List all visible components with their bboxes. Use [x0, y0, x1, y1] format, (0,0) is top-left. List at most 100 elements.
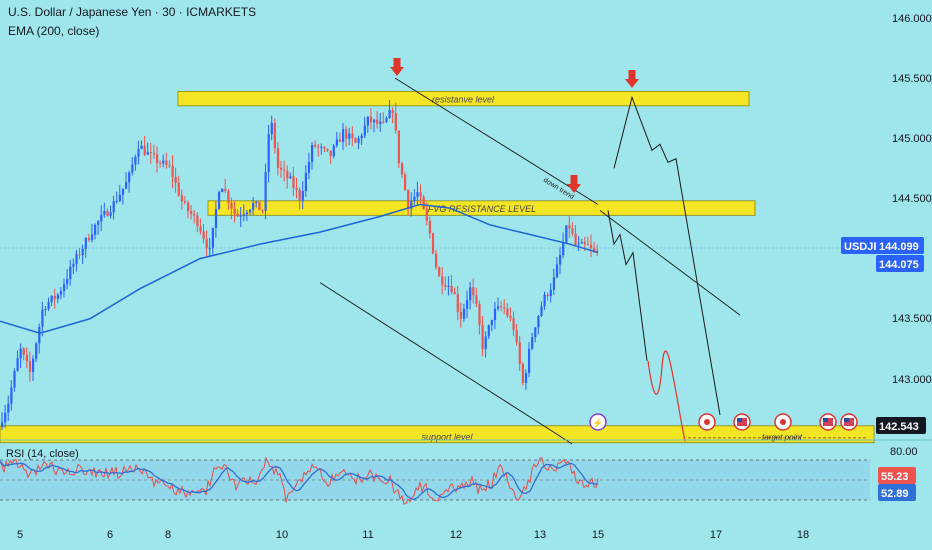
candle — [311, 144, 314, 162]
candle — [90, 234, 94, 241]
candle — [286, 170, 289, 179]
candle — [159, 162, 162, 164]
candle — [267, 134, 270, 173]
price-tick-label: 146.000 — [892, 13, 932, 25]
candle — [357, 138, 360, 143]
candle — [199, 226, 202, 232]
time-tick-label: 17 — [710, 529, 722, 541]
candle — [283, 169, 286, 171]
red-arrow-1 — [393, 58, 401, 68]
candle — [239, 215, 242, 217]
candle — [205, 238, 208, 249]
last-price-badge: 144.099 — [879, 241, 919, 253]
price-tick-label: 145.000 — [892, 133, 932, 145]
candle — [475, 295, 478, 304]
candle — [19, 348, 22, 359]
candle — [13, 371, 16, 388]
candle — [146, 152, 149, 155]
candle — [227, 191, 230, 203]
candle — [190, 210, 193, 215]
candle — [555, 264, 559, 278]
candle — [125, 182, 128, 189]
candle — [171, 165, 174, 178]
event-dot-icon-1-dot — [704, 419, 710, 425]
candle — [7, 403, 10, 413]
candle — [128, 172, 131, 183]
candle — [156, 154, 159, 163]
candle — [456, 294, 459, 313]
ema-200-line — [0, 203, 599, 334]
candle — [416, 192, 419, 197]
rsi-ma-badge: 52.89 — [881, 488, 909, 500]
candle — [450, 285, 453, 293]
candle — [571, 228, 574, 234]
candles — [1, 99, 599, 431]
candle — [152, 153, 156, 155]
time-tick-label: 11 — [362, 529, 373, 541]
candle — [177, 182, 180, 196]
candle — [38, 326, 41, 344]
support-zone — [0, 425, 875, 444]
candle — [577, 243, 580, 245]
candle — [497, 306, 500, 309]
candle — [103, 211, 106, 215]
candle — [106, 211, 109, 216]
us-flag-icon-2-canton — [823, 418, 828, 422]
candle — [326, 148, 329, 151]
candle — [112, 201, 115, 213]
candle — [596, 250, 599, 252]
candle — [369, 116, 373, 123]
candle — [94, 224, 97, 235]
support-price-badge: 142.543 — [879, 421, 919, 433]
candle — [568, 225, 571, 229]
projection-red-path — [647, 350, 686, 442]
candle — [400, 163, 404, 175]
candle — [351, 133, 354, 139]
candle — [137, 149, 140, 157]
candle — [280, 167, 283, 170]
candle — [218, 192, 221, 210]
candle — [540, 306, 543, 317]
red-arrow-3 — [570, 175, 578, 185]
candle — [391, 110, 394, 114]
candle — [493, 308, 497, 320]
down-trend-line — [394, 77, 599, 205]
candle — [149, 152, 152, 154]
target-point-label: target point — [762, 433, 803, 442]
candle — [524, 372, 528, 384]
candle — [580, 242, 583, 244]
candle — [407, 190, 410, 209]
candle — [276, 148, 280, 168]
candle — [109, 212, 112, 216]
projection-path-2 — [613, 95, 721, 416]
candle — [590, 244, 593, 249]
candle — [35, 343, 38, 359]
candle — [500, 306, 503, 308]
candle — [56, 294, 59, 299]
ema-indicator-label[interactable]: EMA (200, close) — [8, 24, 100, 38]
time-tick-label: 6 — [107, 529, 113, 541]
candle — [53, 295, 56, 299]
us-flag-icon-1-canton — [737, 418, 742, 422]
candle — [221, 188, 224, 193]
candle — [484, 336, 487, 350]
candle — [140, 145, 143, 150]
rsi-line — [0, 456, 599, 505]
rsi-label: RSI (14, close) — [6, 448, 79, 460]
candle — [329, 150, 332, 157]
ema-price-badge-bg — [876, 255, 924, 272]
chart-title[interactable]: U.S. Dollar / Japanese Yen · 30 · ICMARK… — [8, 5, 257, 19]
candle — [180, 195, 183, 202]
candle — [574, 233, 577, 245]
candle — [32, 358, 35, 372]
candle — [224, 188, 227, 192]
candle — [469, 287, 472, 301]
candle — [174, 177, 177, 183]
candle — [462, 308, 466, 319]
symbol-badge-bg — [841, 237, 878, 254]
time-tick-label: 13 — [534, 529, 546, 541]
price-tick-label: 143.500 — [892, 313, 932, 325]
candle — [366, 116, 369, 126]
candle — [453, 292, 456, 295]
